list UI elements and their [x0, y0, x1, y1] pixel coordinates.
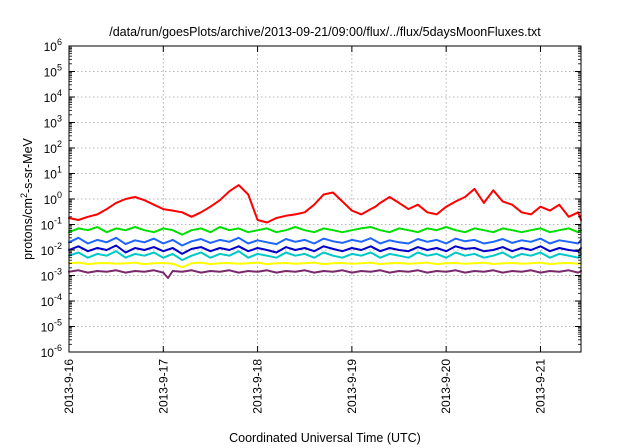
- y-tick-label-base: 10: [44, 142, 58, 156]
- y-tick-label-base: 10: [41, 346, 55, 360]
- y-tick-label-exponent: -2: [54, 241, 62, 251]
- y-tick-label: 101: [44, 165, 62, 182]
- series-line-5: [68, 244, 582, 255]
- y-tick-label: 10-2: [41, 241, 62, 258]
- y-tick-label-base: 10: [44, 40, 58, 54]
- y-tick-label-exponent: 3: [57, 114, 62, 124]
- x-tick-label: 2013-9-17: [156, 359, 170, 414]
- y-tick-label-base: 10: [44, 66, 58, 80]
- y-axis-title-main: protons/cm: [21, 198, 35, 260]
- y-tick-label: 103: [44, 114, 62, 131]
- y-tick-label-base: 10: [41, 321, 55, 335]
- x-tick-label: 2013-9-18: [251, 359, 265, 414]
- y-tick-label-exponent: -6: [54, 343, 62, 353]
- series-line-1: [68, 184, 582, 224]
- series-line-7: [68, 269, 582, 279]
- y-tick-label-base: 10: [44, 117, 58, 131]
- x-tick-label: 2013-9-21: [533, 359, 547, 414]
- y-tick-label-base: 10: [44, 91, 58, 105]
- y-tick-label: 10-4: [41, 292, 62, 309]
- series-line-2: [68, 226, 582, 236]
- series-line-3: [68, 250, 582, 262]
- y-tick-label-base: 10: [41, 219, 55, 233]
- data-series: [68, 184, 582, 279]
- x-tick-label: 2013-9-16: [62, 359, 76, 414]
- y-tick-label: 102: [44, 139, 62, 156]
- y-tick-label: 10-6: [41, 343, 62, 360]
- y-tick-label-exponent: -4: [54, 292, 62, 302]
- y-axis-title-tail: -s-sr-MeV: [21, 137, 35, 193]
- y-tick-label-exponent: -3: [54, 267, 62, 277]
- axis-ticks: [68, 45, 581, 353]
- y-axis-title: protons/cm2-s-sr-MeV: [19, 137, 35, 259]
- y-tick-label-exponent: 1: [57, 165, 62, 175]
- y-tick-label-base: 10: [41, 295, 55, 309]
- y-tick-label: 100: [44, 190, 62, 207]
- y-tick-label: 10-5: [41, 318, 62, 335]
- x-tick-labels: 2013-9-16 2013-9-17 2013-9-18 2013-9-19 2013…: [62, 359, 547, 414]
- y-tick-label-exponent: 5: [57, 63, 62, 73]
- y-tick-label-exponent: 4: [57, 88, 62, 98]
- x-tick-label: 2013-9-19: [345, 359, 359, 414]
- y-tick-label-base: 10: [44, 168, 58, 182]
- y-tick-label-exponent: 0: [57, 190, 62, 200]
- y-tick-label-base: 10: [41, 270, 55, 284]
- x-axis-title: Coordinated Universal Time (UTC): [229, 431, 421, 445]
- y-tick-label-exponent: 6: [57, 37, 62, 47]
- series-line-4: [68, 236, 582, 247]
- y-tick-label: 104: [44, 88, 62, 105]
- x-tick-label: 2013-9-20: [439, 359, 453, 414]
- y-tick-label: 106: [44, 37, 62, 54]
- y-tick-label-base: 10: [41, 244, 55, 258]
- series-line-6: [68, 261, 582, 269]
- chart-title: /data/run/goesPlots/archive/2013-09-21/0…: [109, 25, 541, 39]
- y-tick-label: 105: [44, 63, 62, 80]
- grid-lines: [69, 46, 581, 352]
- y-axis-title-superscript: 2: [19, 193, 29, 198]
- y-tick-labels: 10-610-510-410-310-210-11001011021031041…: [41, 37, 62, 360]
- y-tick-label-base: 10: [44, 193, 58, 207]
- y-tick-label-exponent: -5: [54, 318, 62, 328]
- y-tick-label: 10-1: [41, 216, 62, 233]
- y-tick-label-exponent: 2: [57, 139, 62, 149]
- y-tick-label: 10-3: [41, 267, 62, 284]
- y-tick-label-exponent: -1: [54, 216, 62, 226]
